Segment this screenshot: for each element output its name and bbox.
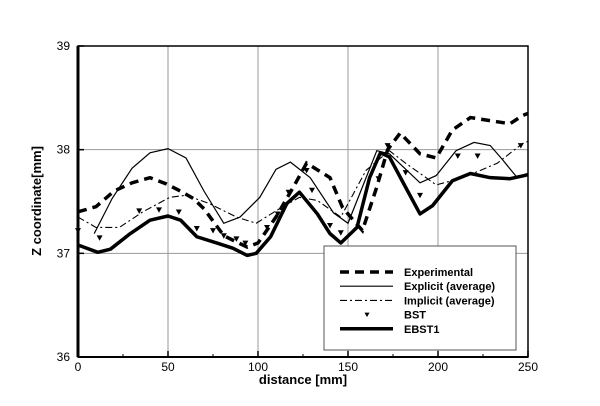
bst-marker xyxy=(417,192,423,199)
legend-label: Implicit (average) xyxy=(404,295,495,307)
y-tick-label: 39 xyxy=(57,39,71,53)
bst-marker xyxy=(193,226,200,232)
bst-marker xyxy=(233,236,240,242)
legend-label: Explicit (average) xyxy=(404,281,495,293)
bst-marker xyxy=(242,240,249,246)
bst-marker xyxy=(327,222,333,229)
series-line xyxy=(77,140,529,228)
x-tick-label: 200 xyxy=(428,360,448,374)
series-experimental xyxy=(77,111,529,250)
legend-box xyxy=(323,245,517,351)
legend-marker-bst xyxy=(364,312,370,318)
x-axis-label: distance [mm] xyxy=(259,372,347,387)
bst-marker xyxy=(264,225,270,231)
bst-marker xyxy=(454,153,461,159)
y-tick-label: 38 xyxy=(57,143,71,157)
bst-marker xyxy=(136,208,143,214)
ticks: 0 50 100 150 200 250 36 37 38 39 xyxy=(57,39,539,374)
series-explicit-average xyxy=(93,141,518,234)
bst-marker xyxy=(303,168,310,174)
x-tick-label: 150 xyxy=(338,360,358,374)
bst-marker xyxy=(285,189,292,196)
x-tick-label: 0 xyxy=(75,360,82,374)
bst-marker xyxy=(175,209,182,215)
grid xyxy=(78,46,528,357)
series-line xyxy=(77,111,529,250)
series-line xyxy=(93,141,518,234)
legend-label: BST xyxy=(404,310,426,322)
x-tick-label: 250 xyxy=(518,360,538,374)
legend-label: EBST1 xyxy=(404,324,439,336)
x-tick-label: 50 xyxy=(161,360,175,374)
bst-marker xyxy=(309,187,315,194)
y-tick-label: 37 xyxy=(57,246,71,260)
legend: Experimental Explicit (average) Implicit (… xyxy=(323,245,517,351)
legend-label: Experimental xyxy=(404,267,473,279)
bst-marker xyxy=(210,228,216,234)
bst-marker xyxy=(96,235,103,241)
x-tick-label: 100 xyxy=(248,360,268,374)
series-layer xyxy=(75,111,529,258)
y-tick-label: 36 xyxy=(57,350,71,364)
bst-marker xyxy=(375,176,382,182)
bst-marker xyxy=(220,233,227,239)
bst-marker xyxy=(337,230,344,236)
bst-marker xyxy=(402,170,409,176)
series-bst xyxy=(75,143,524,246)
bst-marker xyxy=(274,211,281,217)
bst-marker xyxy=(384,143,391,149)
bst-marker xyxy=(156,207,162,213)
series-ebst1 xyxy=(77,151,529,258)
series-line xyxy=(77,151,529,258)
bst-marker xyxy=(474,153,481,159)
y-axis-label: Z coordinate[mm] xyxy=(29,146,44,256)
bst-marker xyxy=(517,143,524,149)
series-implicit-average xyxy=(77,140,529,228)
